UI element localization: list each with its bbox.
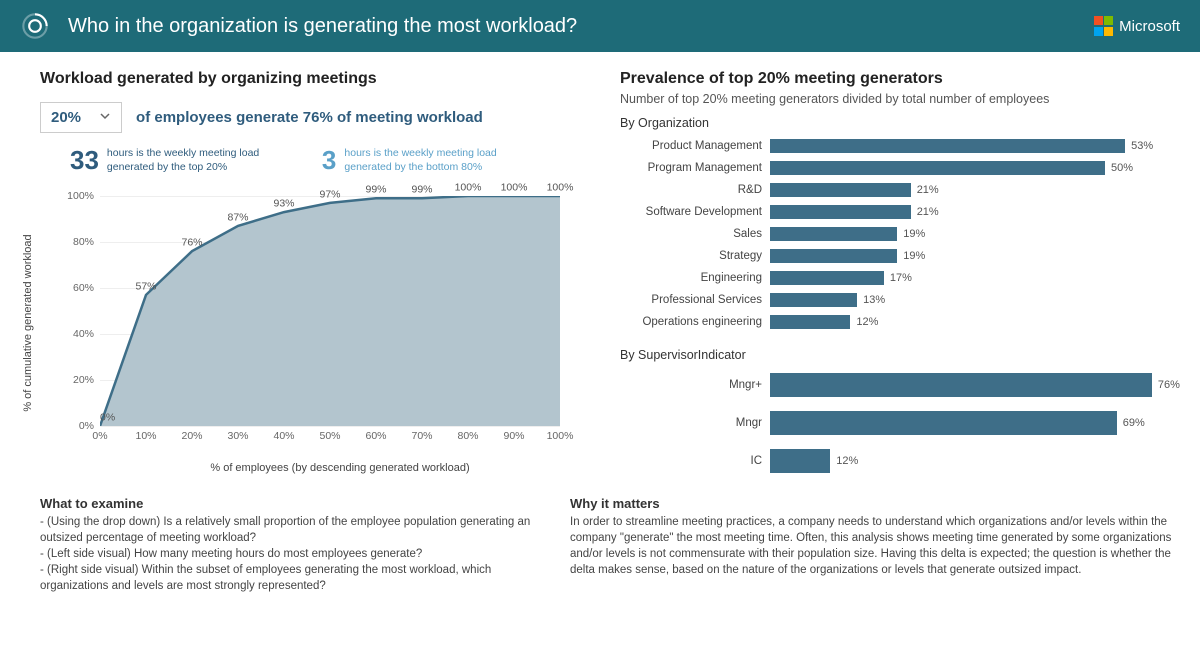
bar-label: Mngr+ (620, 379, 770, 391)
bar-row: Software Development21% (620, 202, 1172, 222)
bar-row: Mngr69% (620, 406, 1172, 440)
org-bar-chart: Product Management53%Program Management5… (620, 136, 1172, 332)
right-section-subtitle: Number of top 20% meeting generators div… (620, 92, 1172, 106)
left-section-title: Workload generated by organizing meeting… (40, 70, 580, 88)
brand-label: Microsoft (1119, 18, 1180, 35)
headline-sentence: of employees generate 76% of meeting wor… (136, 109, 483, 126)
bar-label: Sales (620, 228, 770, 240)
percent-dropdown[interactable]: 20% (40, 102, 122, 133)
bar-label: Mngr (620, 417, 770, 429)
org-heading: By Organization (620, 116, 1172, 130)
microsoft-icon (1094, 16, 1114, 36)
matters-title: Why it matters (570, 496, 1172, 511)
bar-row: Product Management53% (620, 136, 1172, 156)
page-title: Who in the organization is generating th… (68, 15, 1094, 38)
stat-top20-hours: 33 (70, 145, 99, 176)
microsoft-logo: Microsoft (1094, 16, 1180, 36)
stat-bottom80-label: hours is the weekly meeting load generat… (344, 145, 499, 174)
examine-title: What to examine (40, 496, 540, 511)
bar-label: R&D (620, 184, 770, 196)
bar-label: Strategy (620, 250, 770, 262)
bar-row: Engineering17% (620, 268, 1172, 288)
chevron-down-icon (99, 109, 111, 126)
bar-row: Program Management50% (620, 158, 1172, 178)
bar-row: Sales19% (620, 224, 1172, 244)
bar-label: Engineering (620, 272, 770, 284)
bar-row: Strategy19% (620, 246, 1172, 266)
right-section-title: Prevalence of top 20% meeting generators (620, 70, 1172, 88)
bar-label: Program Management (620, 162, 770, 174)
supervisor-heading: By SupervisorIndicator (620, 348, 1172, 362)
dropdown-value: 20% (51, 109, 81, 126)
stat-bottom80-hours: 3 (322, 145, 336, 176)
bar-label: Software Development (620, 206, 770, 218)
matters-text: In order to streamline meeting practices… (570, 514, 1172, 578)
bar-label: Professional Services (620, 294, 770, 306)
stat-top20-label: hours is the weekly meeting load generat… (107, 145, 262, 174)
y-axis-label: % of cumulative generated workload (22, 234, 34, 411)
clock-icon (20, 11, 50, 41)
bar-label: Operations engineering (620, 316, 770, 328)
bar-row: IC12% (620, 444, 1172, 478)
cumulative-workload-chart: % of cumulative generated workload 0%20%… (40, 188, 580, 458)
bar-row: Operations engineering12% (620, 312, 1172, 332)
examine-text: - (Using the drop down) Is a relatively … (40, 514, 540, 594)
bar-row: Professional Services13% (620, 290, 1172, 310)
x-axis-label: % of employees (by descending generated … (40, 462, 580, 474)
supervisor-bar-chart: Mngr+76% Mngr69% IC12% (620, 368, 1172, 478)
page-header: Who in the organization is generating th… (0, 0, 1200, 52)
bar-label: IC (620, 455, 770, 467)
bar-label: Product Management (620, 140, 770, 152)
bar-row: R&D21% (620, 180, 1172, 200)
bar-row: Mngr+76% (620, 368, 1172, 402)
